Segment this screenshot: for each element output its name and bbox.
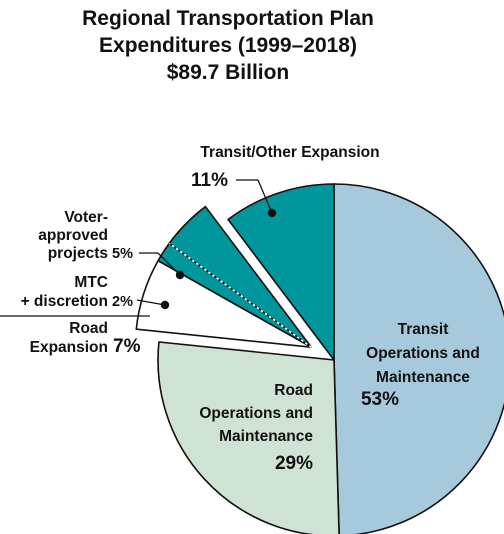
leader-dot-voter-approved — [176, 271, 184, 279]
label-road-operations: Operations and — [199, 405, 313, 422]
label-transit-operations: Operations and — [366, 345, 480, 362]
label-road-expansion: Road — [69, 320, 108, 337]
label-road-operations: Road — [274, 382, 313, 399]
label-voter-approved: projects — [48, 245, 108, 262]
chart-title-line-1: Regional Transportation Plan — [82, 7, 374, 30]
leader-dot-transit-expansion — [268, 209, 276, 217]
pct-road-operations: 29% — [275, 453, 313, 474]
label-road-expansion: Expansion — [30, 339, 108, 356]
label-road-operations: Maintenance — [219, 428, 313, 445]
pct-mtc-discretion: 2% — [112, 294, 133, 310]
pct-voter-approved: 5% — [112, 246, 133, 262]
label-mtc-discretion: MTC — [74, 274, 108, 291]
pct-transit-operations: 53% — [361, 389, 399, 410]
pct-transit-expansion: 11% — [191, 170, 228, 191]
label-transit-operations: Transit — [398, 321, 449, 338]
chart-title-line-3: $89.7 Billion — [167, 61, 290, 84]
pct-road-expansion: 7% — [113, 336, 141, 357]
label-voter-approved: approved — [38, 227, 108, 244]
label-transit-operations: Maintenance — [376, 369, 470, 386]
leader-dot-mtc-discretion — [161, 301, 169, 309]
label-transit-expansion: Transit/Other Expansion — [200, 144, 379, 161]
label-mtc-discretion: + discretion — [21, 293, 108, 310]
chart-title-line-2: Expenditures (1999–2018) — [99, 34, 357, 57]
label-voter-approved: Voter- — [64, 209, 108, 226]
